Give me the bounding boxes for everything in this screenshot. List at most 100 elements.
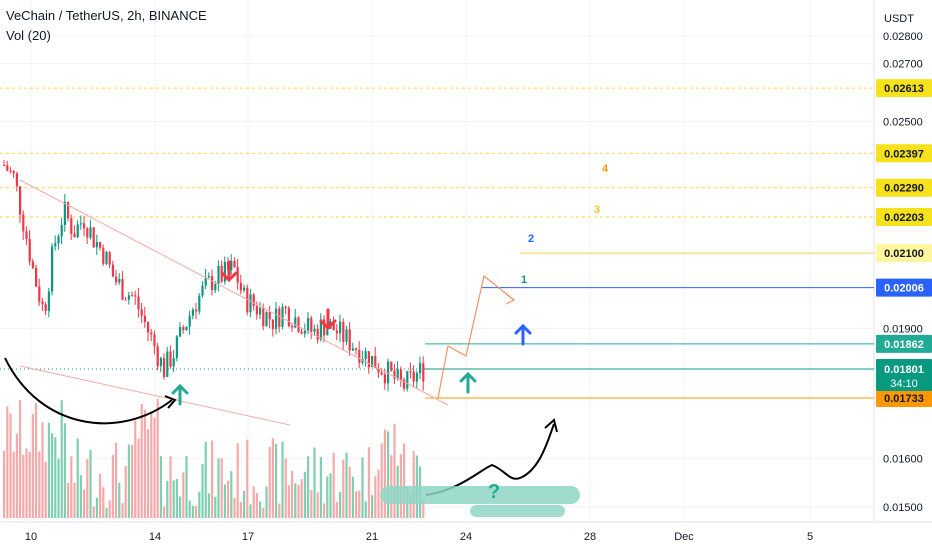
price-tick-label: 0.01900 bbox=[883, 324, 923, 336]
candle-body bbox=[422, 363, 425, 382]
symbol-title[interactable]: VeChain / TetherUS, 2h, BINANCE bbox=[6, 8, 207, 23]
candle-body bbox=[268, 312, 271, 320]
volume-bar bbox=[131, 445, 134, 518]
candle-body bbox=[147, 322, 150, 333]
level-price-text: 0.01733 bbox=[884, 393, 924, 405]
candle-body bbox=[150, 332, 153, 335]
candle-body bbox=[12, 170, 15, 174]
volume-bar bbox=[179, 496, 182, 518]
volume-bar bbox=[422, 499, 425, 518]
candle-body bbox=[255, 306, 258, 315]
volume-indicator-label[interactable]: Vol (20) bbox=[6, 28, 51, 43]
candle-body bbox=[9, 170, 12, 172]
candle-body bbox=[143, 315, 146, 323]
level-price-text: 0.02613 bbox=[884, 83, 924, 95]
volume-bar bbox=[278, 503, 281, 518]
candle-body bbox=[377, 368, 380, 373]
volume-bar bbox=[47, 422, 50, 518]
volume-bar bbox=[383, 429, 386, 518]
sell-arrow-2 bbox=[319, 308, 337, 331]
price-tick-label: 0.01500 bbox=[883, 502, 923, 514]
candle-body bbox=[358, 350, 361, 363]
volume-bar bbox=[207, 493, 210, 518]
candle-body bbox=[41, 301, 44, 305]
currency-label: USDT bbox=[884, 13, 914, 25]
volume-bar bbox=[41, 422, 44, 518]
candle-body bbox=[409, 371, 412, 373]
volume-bar bbox=[259, 501, 262, 518]
drawings: ? 1 2 3 4 bbox=[4, 163, 609, 517]
level-price-tag bbox=[876, 389, 932, 408]
volume-bar bbox=[211, 440, 214, 518]
volume-bar bbox=[38, 451, 41, 518]
volume-bar bbox=[191, 505, 194, 518]
volume-bar bbox=[355, 491, 358, 518]
candle-body bbox=[207, 276, 210, 278]
candle-body bbox=[47, 291, 50, 311]
volume-bar bbox=[268, 446, 271, 518]
volume-bar bbox=[246, 439, 249, 518]
level-lines bbox=[0, 87, 874, 399]
volume-bar bbox=[19, 400, 22, 518]
volume-bar bbox=[150, 413, 153, 518]
volume-bar bbox=[348, 466, 351, 518]
wedge-lower-line bbox=[19, 365, 291, 426]
time-tick-label: Dec bbox=[674, 531, 694, 543]
candle-body bbox=[134, 295, 137, 297]
candle-body bbox=[169, 351, 172, 367]
volume-bar bbox=[342, 459, 345, 518]
volume-bar bbox=[3, 450, 6, 518]
volume-bar bbox=[220, 458, 223, 518]
candle-body bbox=[35, 267, 38, 287]
time-tick-label: 14 bbox=[149, 531, 161, 543]
volume-bar bbox=[182, 472, 185, 518]
volume-bar bbox=[233, 498, 236, 518]
projection-arrowhead bbox=[544, 418, 558, 433]
volume-bar bbox=[102, 487, 105, 518]
volume-bar bbox=[134, 420, 137, 518]
candle-body bbox=[166, 351, 169, 377]
candle-body bbox=[89, 227, 92, 238]
question-mark: ? bbox=[488, 481, 500, 503]
projected-path-arrowhead bbox=[505, 293, 516, 305]
rounded-bottom-curve bbox=[4, 357, 173, 425]
volume-bar bbox=[25, 448, 28, 518]
candle-body bbox=[316, 328, 319, 340]
volume-bar bbox=[307, 456, 310, 518]
candle-body bbox=[393, 370, 396, 379]
candle-body bbox=[396, 369, 399, 379]
candle-body bbox=[137, 296, 140, 310]
volume-bar bbox=[70, 456, 73, 518]
candle-body bbox=[297, 317, 300, 332]
candle-body bbox=[342, 321, 345, 342]
volume-bar bbox=[367, 447, 370, 518]
candle-body bbox=[223, 261, 226, 282]
volume-bar bbox=[236, 443, 239, 518]
volume-bar bbox=[345, 452, 348, 518]
volume-bar bbox=[252, 486, 255, 518]
volume-bar bbox=[73, 482, 76, 518]
volume-bar bbox=[95, 497, 98, 518]
volume-bar bbox=[351, 476, 354, 518]
candle-body bbox=[118, 279, 121, 283]
projected-path bbox=[437, 274, 515, 399]
volume-bar bbox=[230, 471, 233, 518]
volume-bar bbox=[15, 433, 18, 518]
candle-body bbox=[332, 321, 335, 331]
candle-body bbox=[159, 357, 162, 367]
volume-bars bbox=[3, 398, 425, 518]
candle-body bbox=[44, 304, 47, 311]
candle-body bbox=[383, 374, 386, 384]
volume-bar bbox=[124, 465, 127, 518]
candle-body bbox=[415, 373, 418, 382]
volume-bar bbox=[291, 470, 294, 518]
candle-body bbox=[239, 282, 242, 291]
volume-bar bbox=[380, 443, 383, 518]
level-price-tag bbox=[876, 144, 932, 163]
volume-bar bbox=[281, 441, 284, 518]
volume-bar bbox=[76, 438, 79, 518]
candle-body bbox=[412, 371, 415, 382]
price-tick-label: 0.01600 bbox=[883, 453, 923, 465]
